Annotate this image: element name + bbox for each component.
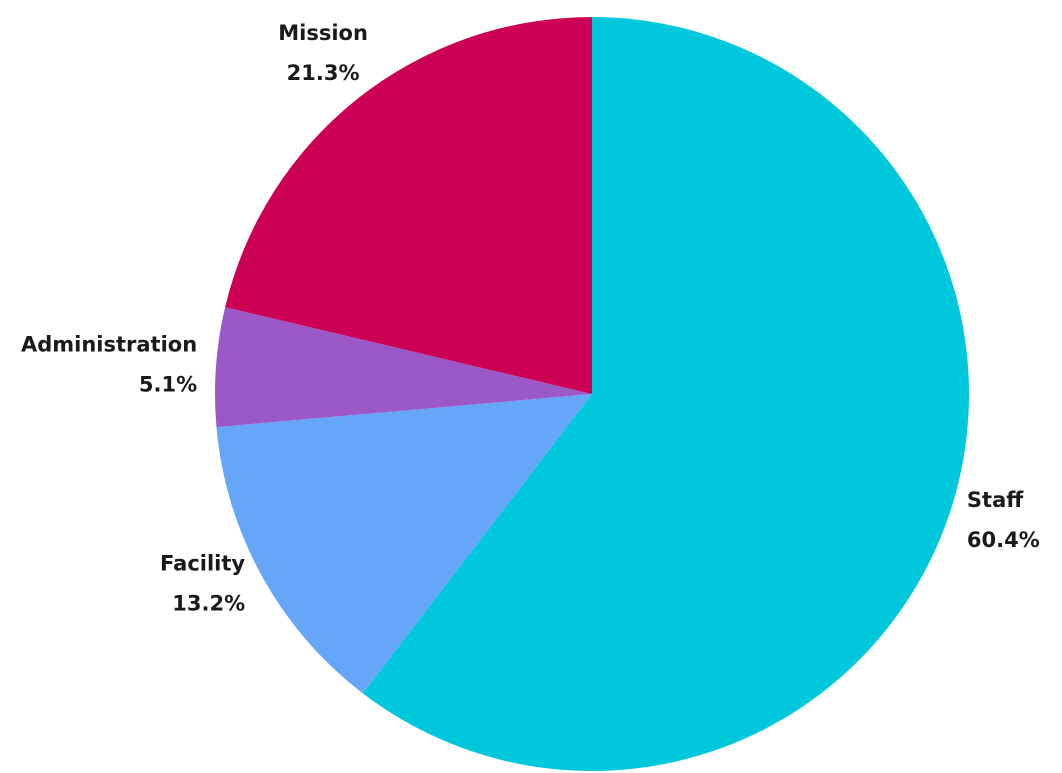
slice-value-label: 21.3%	[287, 61, 360, 85]
pie-slice	[362, 17, 969, 772]
pie-slice	[214, 307, 592, 428]
slice-label: Facility	[160, 552, 245, 576]
slice-value-label: 60.4%	[967, 528, 1040, 552]
pie-slice	[216, 394, 592, 694]
pie-slice	[225, 17, 593, 394]
slice-label: Mission	[278, 21, 368, 45]
slice-label: Staff	[967, 488, 1024, 512]
slice-value-label: 13.2%	[172, 592, 245, 616]
slice-value-label: 5.1%	[139, 372, 197, 396]
slice-label: Administration	[21, 332, 197, 356]
